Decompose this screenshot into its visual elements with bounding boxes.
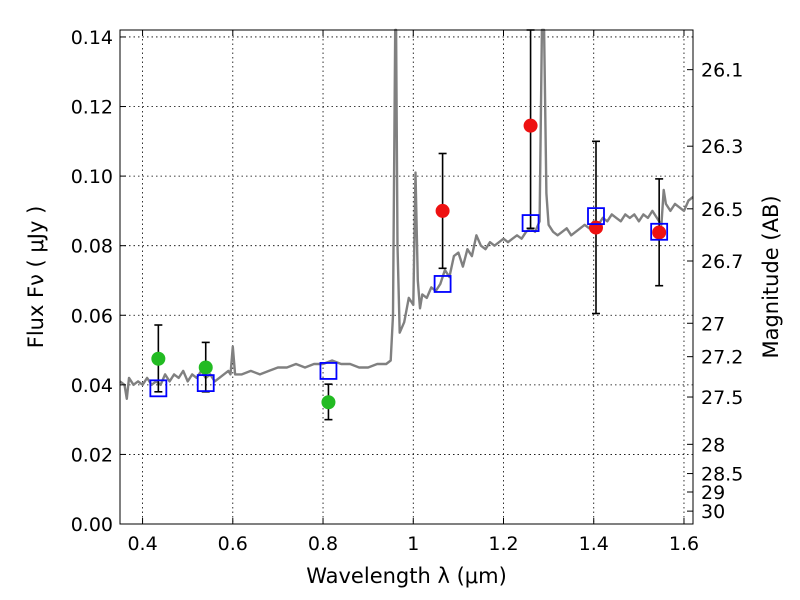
x-tick-label: 1.4 [579,533,609,555]
right-tick-label: 27 [701,313,725,335]
x-axis-label: Wavelength λ (μm) [306,564,507,588]
right-tick-label: 27.2 [701,347,743,369]
right-tick-label: 26.5 [701,199,743,221]
right-tick-label: 27.5 [701,387,743,409]
right-tick-label: 28.5 [701,464,743,486]
x-tick-label: 1.2 [488,533,518,555]
y-axis-label-left: Flux Fν ( μJy ) [24,206,48,349]
y-tick-label: 0.14 [71,27,113,49]
data-point [321,395,336,410]
model-square-point [587,207,605,226]
x-tick-label: 1 [407,533,419,555]
y-tick-label: 0.12 [71,97,113,119]
x-tick-label: 1.6 [669,533,699,555]
photometry-points [149,118,669,410]
right-tick-label: 28 [701,434,725,456]
y-tick-label: 0.04 [71,375,113,397]
model-square-point [521,214,540,232]
y-tick-label: 0.00 [71,514,113,536]
y-tick-label: 0.10 [71,166,113,188]
y-tick-label: 0.08 [71,236,113,258]
data-point [523,118,538,133]
right-tick-label: 26.7 [701,251,743,273]
model-square-point [319,362,338,380]
data-point [198,360,213,375]
model-square-point [196,374,215,393]
right-tick-label: 26.3 [701,136,743,158]
axis-ticks: 0.4 0.6 0.8 1 1.2 1.4 1.6 0.00 0.02 0.04 0.06 0.08 0… [71,27,744,555]
right-tick-label: 30 [701,501,725,523]
y-axis-label-right: Magnitude (AB) [759,195,783,358]
model-square-point [650,222,669,241]
right-tick-label: 29 [701,482,725,504]
data-point [652,225,667,240]
y-tick-label: 0.02 [71,444,113,466]
model-square-point [149,379,168,398]
x-tick-label: 0.4 [127,533,157,555]
plot-frame [119,29,694,525]
x-tick-label: 0.8 [308,533,338,555]
data-point [435,203,450,218]
data-point [588,220,603,235]
x-tick-label: 0.6 [218,533,248,555]
y-tick-label: 0.06 [71,305,113,327]
data-point [151,351,166,366]
right-tick-label: 26.1 [701,60,743,82]
model-square-point [433,275,452,293]
